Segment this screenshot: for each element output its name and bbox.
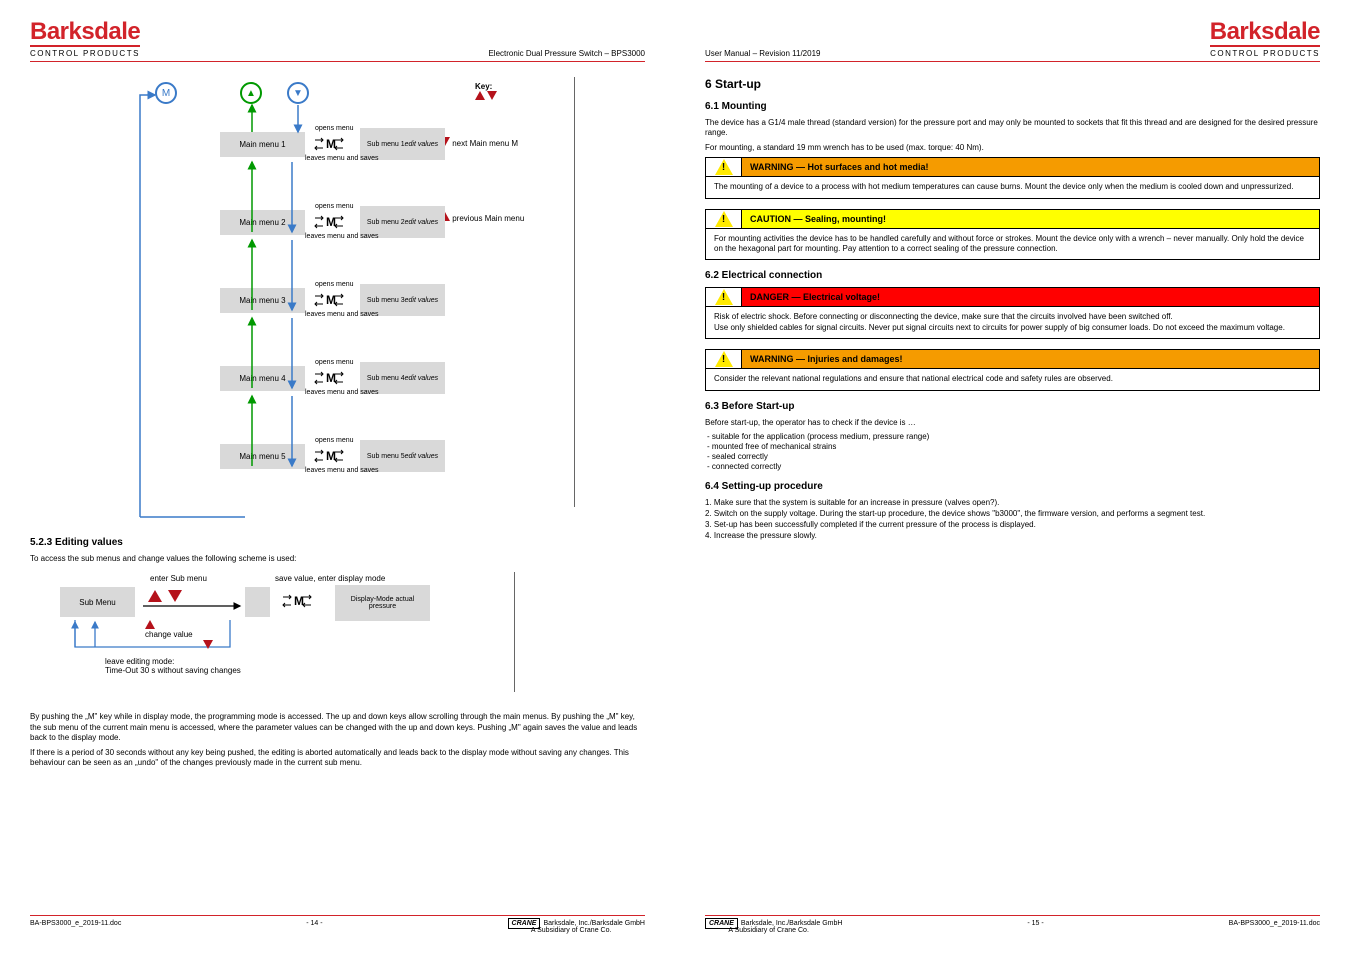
d2-l2: save value, enter display mode [275,574,385,583]
warn4-title: WARNING — Injuries and damages! [742,350,1319,369]
m-open-label: opens menu [315,203,354,210]
m-leave-label: leaves menu and saves [305,467,379,474]
warning-icon [715,289,733,305]
footer-right: CRANEBarksdale, Inc./Barksdale GmbH A Su… [705,915,1320,934]
m-open-label: opens menu [315,437,354,444]
menu-diagram: M ▲ ▼ Key: next Main menu M previous Mai… [80,77,530,527]
svg-text:M: M [326,371,336,385]
down-key-icon: ▼ [287,82,309,104]
checklist-item: connected correctly [717,462,1320,471]
warning-injury: WARNING — Injuries and damages! Consider… [705,349,1320,390]
edit-diagram: Sub Menu M Display-Mode actual pressure … [50,572,450,682]
m-leave-label: leaves menu and saves [305,389,379,396]
m-transfer-icon: M [312,135,346,153]
up-key-icon: ▲ [240,82,262,104]
h-startup: 6 Start-up [705,77,1320,91]
d2-l3: change value [145,630,193,639]
warning-icon [715,211,733,227]
checklist-item: sealed correctly [717,452,1320,461]
m-transfer-icon: M [312,213,346,231]
warn1-body: The mounting of a device to a process wi… [706,177,1319,197]
checklist: suitable for the application (process me… [705,432,1320,471]
diagram-divider [574,77,575,507]
warning-danger: DANGER — Electrical voltage! Risk of ele… [705,287,1320,339]
row-connector [240,313,300,391]
row-connector [240,235,300,313]
m-open-label: opens menu [315,359,354,366]
s3: 3. Set-up has been successfully complete… [705,520,1320,529]
h-before: 6.3 Before Start-up [705,401,1320,412]
d2-l4: leave editing mode: Time-Out 30 s withou… [105,657,241,675]
m-leave-label: leaves menu and saves [305,311,379,318]
m-leave-label: leaves menu and saves [305,155,379,162]
svg-text:M: M [326,293,336,307]
warning-hot: WARNING — Hot surfaces and hot media! Th… [705,157,1320,198]
h-setup: 6.4 Setting-up procedure [705,481,1320,492]
d2-divider [514,572,515,692]
key-legend: Key: [475,82,530,102]
para1: By pushing the „M" key while in display … [30,712,645,743]
warn3-body: Risk of electric shock. Before connectin… [706,307,1319,338]
svg-text:M: M [326,215,336,229]
warn2-body: For mounting activities the device has t… [706,229,1319,260]
svg-text:M: M [326,449,336,463]
checklist-item: suitable for the application (process me… [717,432,1320,441]
m-transfer-icon: M [312,369,346,387]
m-leave-label: leaves menu and saves [305,233,379,240]
legend-next: next Main menu M [440,137,530,148]
h-electrical: 6.2 Electrical connection [705,270,1320,281]
s4: 4. Increase the pressure slowly. [705,531,1320,540]
m-open-label: opens menu [315,281,354,288]
page-header-left: Electronic Dual Pressure Switch – BPS300… [488,49,645,58]
brand-logo: Barksdale [30,20,140,47]
footer-left: BA-BPS3000_e_2019-11.doc - 14 - CRANEBar… [30,915,645,934]
warn2-title: CAUTION — Sealing, mounting! [742,210,1319,229]
s1: 1. Make sure that the system is suitable… [705,498,1320,507]
h-mounting: 6.1 Mounting [705,101,1320,112]
checklist-item: mounted free of mechanical strains [717,442,1320,451]
warn1-title: WARNING — Hot surfaces and hot media! [742,158,1319,177]
warning-icon [715,351,733,367]
top-connector [240,102,320,137]
s2: 2. Switch on the supply voltage. During … [705,509,1320,518]
p-mount2: For mounting, a standard 19 mm wrench ha… [705,143,1320,153]
edit-intro: To access the sub menus and change value… [30,554,645,564]
p-mount1: The device has a G1/4 male thread (stand… [705,118,1320,139]
warn3-title: DANGER — Electrical voltage! [742,288,1319,307]
mode-key-icon: M [155,82,177,104]
page-header-right: User Manual – Revision 11/2019 [705,49,820,58]
legend-prev: previous Main menu [440,212,530,223]
p-before: Before start-up, the operator has to che… [705,418,1320,428]
brand-tagline: CONTROL PRODUCTS [30,49,140,58]
para2: If there is a period of 30 seconds witho… [30,748,645,769]
section-edit-title: 5.2.3 Editing values [30,537,645,548]
warning-seal: CAUTION — Sealing, mounting! For mountin… [705,209,1320,261]
warning-icon [715,159,733,175]
brand-tagline-r: CONTROL PRODUCTS [1210,49,1320,58]
brand-logo-r: Barksdale [1210,20,1320,47]
warn4-body: Consider the relevant national regulatio… [706,369,1319,389]
row-connector [240,157,300,235]
svg-text:M: M [326,137,336,151]
d2-l1: enter Sub menu [150,574,207,583]
m-transfer-icon: M [312,291,346,309]
m-transfer-icon: M [312,447,346,465]
row-connector [240,391,300,469]
m-open-label: opens menu [315,125,354,132]
